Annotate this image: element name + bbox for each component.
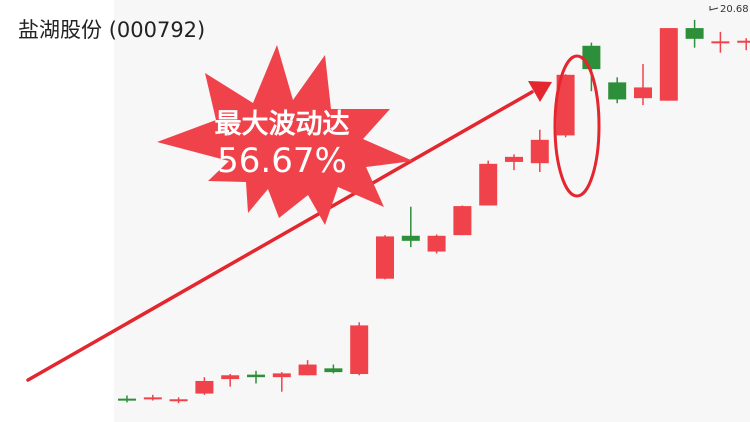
candle-body — [247, 374, 265, 378]
chart-plot-background — [114, 0, 750, 422]
candle-body — [453, 206, 472, 236]
candle — [453, 205, 472, 236]
candle-body — [272, 373, 291, 378]
max-price-label: 20.68 — [720, 4, 749, 15]
candle — [685, 19, 704, 48]
candle — [298, 360, 317, 376]
candle-body — [685, 28, 704, 39]
candle — [247, 370, 265, 384]
candle-body — [582, 45, 601, 70]
candle-body — [711, 41, 730, 44]
candle-body — [195, 380, 214, 394]
candle — [324, 364, 343, 374]
candle-body — [530, 139, 549, 164]
candle — [401, 206, 420, 248]
candle-body — [118, 398, 136, 401]
candle — [556, 74, 575, 138]
candle — [737, 38, 750, 51]
candle — [118, 395, 136, 403]
stock-name: 盐湖股份 — [18, 18, 102, 42]
candle — [608, 77, 627, 104]
candle — [582, 42, 601, 92]
callout-line1: 最大波动达 — [215, 109, 350, 140]
callout-line2: 56.67% — [217, 141, 347, 181]
candle — [711, 31, 730, 53]
candle-body — [479, 163, 498, 206]
candle — [195, 377, 214, 395]
candle-body — [324, 368, 343, 373]
candle-body — [143, 397, 162, 400]
candle — [169, 397, 188, 404]
candle-body — [427, 235, 446, 252]
candle-body — [608, 82, 627, 100]
trend-arrow — [26, 81, 552, 382]
candle-body — [350, 325, 369, 375]
candles-group — [118, 19, 750, 404]
candle-body — [169, 399, 188, 402]
candle-body — [376, 236, 394, 279]
candle — [427, 234, 446, 254]
candle-body — [737, 40, 750, 43]
max-price-pointer — [709, 6, 719, 11]
candle-body — [556, 74, 575, 136]
volatility-callout: 最大波动达 56.67% — [157, 45, 413, 225]
starburst-shape — [157, 45, 413, 225]
candle-body — [401, 235, 420, 241]
candle-body — [634, 87, 652, 99]
candle — [659, 28, 678, 101]
stock-code: (000792) — [108, 18, 206, 42]
candle — [505, 154, 523, 171]
trend-arrow-shaft — [26, 90, 534, 382]
candle — [479, 160, 498, 206]
candle — [350, 322, 369, 376]
stock-title: 盐湖股份 (000792) — [18, 14, 205, 44]
candle — [530, 129, 549, 173]
max-price-marker: 20.68 — [709, 4, 749, 15]
candle — [272, 372, 291, 392]
candle-body — [298, 364, 317, 376]
candle-body — [221, 375, 240, 380]
candle — [221, 374, 240, 387]
candle — [634, 64, 652, 106]
highlight-ellipse — [553, 54, 601, 198]
candle — [376, 235, 394, 280]
candle-body — [505, 156, 523, 162]
candle — [143, 394, 162, 401]
candle-body — [659, 28, 678, 101]
trend-arrow-head — [528, 81, 552, 102]
